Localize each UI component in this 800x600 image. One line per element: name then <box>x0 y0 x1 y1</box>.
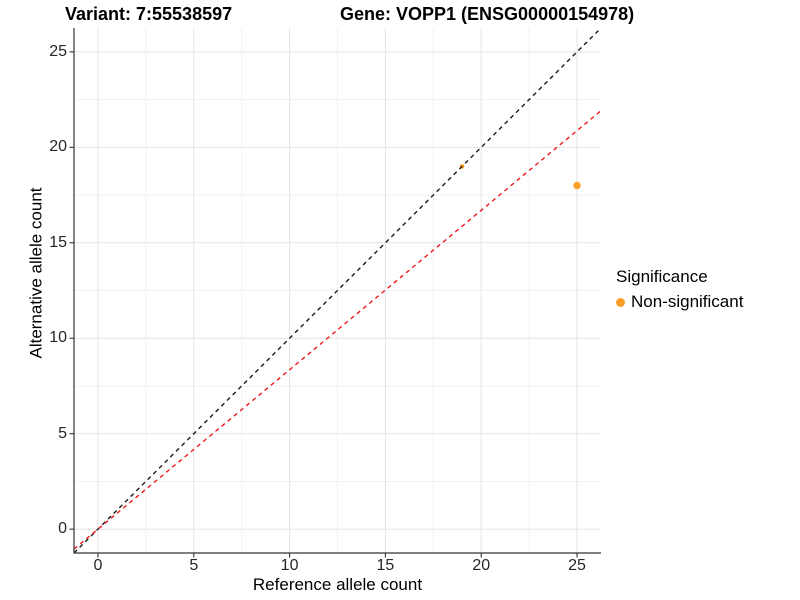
y-axis-title: Alternative allele count <box>27 187 47 359</box>
gene-title: Gene: VOPP1 (ENSG00000154978) <box>340 4 635 24</box>
data-points <box>459 164 581 190</box>
y-tick-label: 15 <box>49 233 67 251</box>
y-tick-label: 0 <box>58 520 67 538</box>
y-tick-label: 5 <box>58 424 67 442</box>
x-axis-title: Reference allele count <box>252 575 423 594</box>
legend-swatch-dot-icon <box>616 297 625 307</box>
data-point <box>573 181 581 190</box>
y-tick-label: 25 <box>49 42 67 60</box>
legend-title: Significance <box>616 267 708 286</box>
gridlines <box>74 28 601 553</box>
y-tick-label: 10 <box>49 329 67 347</box>
x-tick-label: 20 <box>472 557 491 574</box>
abline <box>74 110 601 550</box>
abline <box>74 28 601 553</box>
x-tick-label: 0 <box>93 557 103 574</box>
y-tick-label: 20 <box>49 138 67 156</box>
x-tick-label: 25 <box>568 557 586 574</box>
legend-item-label: Non-significant <box>631 292 744 311</box>
axes <box>69 28 601 558</box>
legend-item-non-significant: Non-significant <box>616 292 743 312</box>
variant-title: Variant: 7:55538597 <box>65 4 233 24</box>
x-tick-label: 10 <box>280 557 299 574</box>
x-tick-label: 15 <box>376 557 395 574</box>
legend: Significance Non-significant <box>616 267 743 312</box>
x-tick-label: 5 <box>189 557 199 574</box>
reference-lines <box>74 28 601 553</box>
